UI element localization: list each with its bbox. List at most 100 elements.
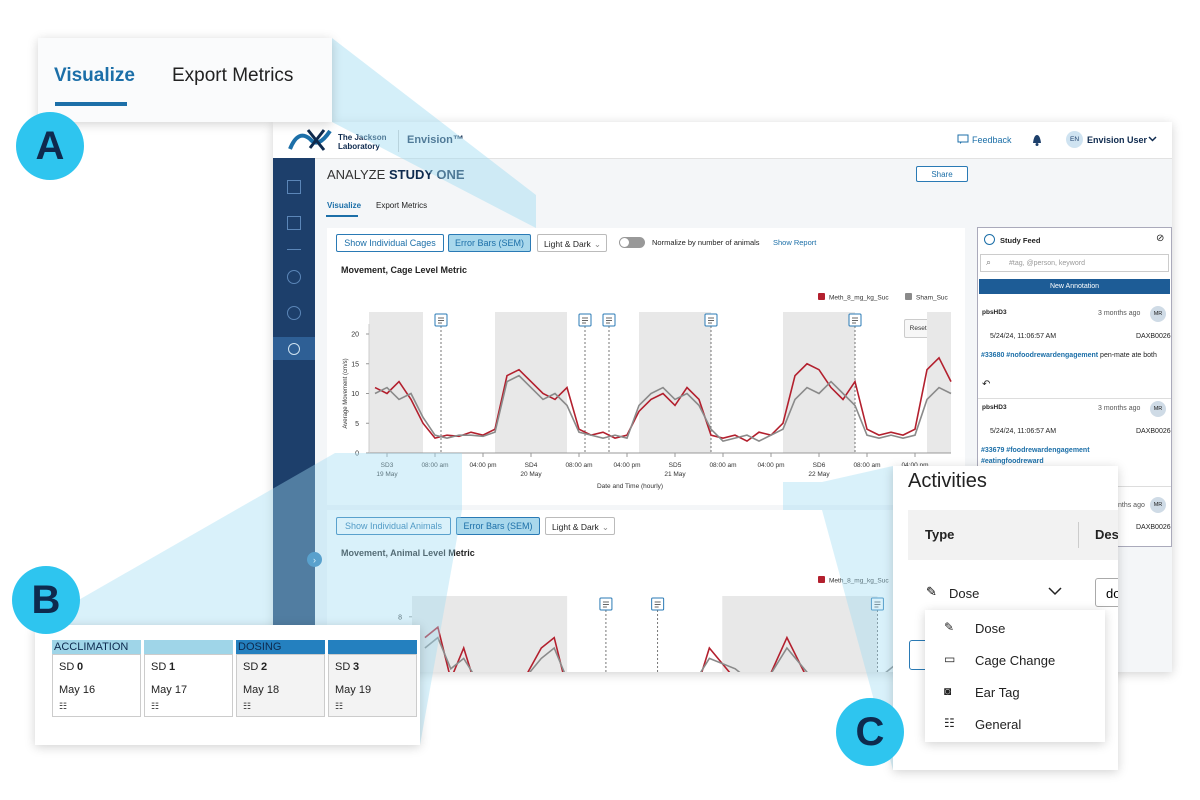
annotation-icon: [654, 601, 661, 608]
divider: [398, 130, 399, 152]
cage-chart: 0 5 10 15 20 SD3 08:00 am 04:00 pm SD4 08:00 am 04…: [343, 293, 952, 490]
post-body: #33679 #foodrewardengagement #eatingfood…: [981, 445, 1131, 467]
post-tags[interactable]: #33680 #nofoodrewardengagement: [981, 352, 1099, 359]
select-label: Light & Dark: [544, 239, 591, 249]
phase-label: DOSING: [238, 641, 282, 653]
day-number: 2: [261, 661, 268, 673]
app-header: [273, 122, 1172, 159]
nav-icon[interactable]: [287, 270, 301, 284]
phase-label: ACCLIMATION: [54, 641, 129, 653]
y-tick-label: 0: [355, 451, 359, 458]
wedge: [783, 466, 893, 770]
bell-icon[interactable]: [1031, 133, 1043, 146]
search-placeholder: #tag, @person, keyword: [1009, 260, 1085, 267]
day-date: May 18: [243, 684, 280, 696]
day-label: 20 May: [520, 471, 542, 478]
day-date: May 17: [151, 684, 188, 696]
nav-icon[interactable]: [287, 216, 301, 230]
x-tick-label: 04:00 pm: [757, 462, 784, 469]
callout-badge: C: [836, 698, 904, 766]
toggle-button[interactable]: Show Individual Cages: [336, 234, 444, 252]
dark-period: [639, 312, 711, 453]
callout-badge: B: [12, 566, 80, 634]
share-button[interactable]: Share: [916, 166, 968, 182]
nav-icon[interactable]: [287, 180, 301, 194]
nav-icon: [288, 343, 300, 355]
annotation-icon: [852, 317, 858, 324]
option[interactable]: Dose: [975, 621, 1006, 636]
reply-icon[interactable]: ↶: [982, 379, 991, 390]
day-label: 22 May: [808, 471, 830, 478]
report-link[interactable]: Show Report: [773, 238, 817, 247]
y-tick-label: 8: [398, 614, 402, 621]
column-header: Type: [925, 527, 955, 542]
phase-header: DOSING: [236, 640, 325, 654]
switch[interactable]: [619, 237, 645, 248]
x-tick-label: 04:00 pm: [613, 462, 640, 469]
option-icon: ▭: [944, 652, 956, 666]
type-value[interactable]: Dose: [949, 586, 980, 601]
hide-icon[interactable]: ⊘: [1156, 233, 1165, 244]
annotation-icon: [438, 317, 444, 324]
post-avatar: MR: [1150, 401, 1166, 417]
post-time: 3 months ago: [1098, 405, 1141, 412]
post-author: pbsHD3: [982, 309, 1007, 316]
day-date: May 16: [59, 684, 96, 696]
y-tick-label: 20: [351, 332, 359, 339]
toggle-button[interactable]: Error Bars (SEM): [456, 517, 540, 535]
toggle-button[interactable]: Error Bars (SEM): [448, 234, 531, 252]
nav-icon[interactable]: [287, 306, 301, 320]
annotation-icon: [602, 601, 609, 608]
annotation-icon: [874, 601, 881, 608]
user-menu[interactable]: Envision User: [1087, 135, 1148, 145]
day-icon: ☷: [243, 701, 252, 711]
study-name: STUDY ONE: [389, 167, 465, 182]
day-prefix: SD: [59, 661, 75, 673]
tab-underline: [326, 215, 358, 217]
day-cell: SD 1 May 17 ☷: [144, 654, 233, 717]
column-divider: [1078, 522, 1079, 548]
x-tick-label: 04:00 pm: [469, 462, 496, 469]
select[interactable]: Light & Dark ⌄: [537, 234, 607, 252]
select[interactable]: Light & Dark ⌄: [545, 517, 615, 535]
day-icon: ☷: [59, 701, 68, 711]
text-input[interactable]: do: [1095, 578, 1118, 607]
feed-title: Study Feed: [1000, 236, 1041, 245]
post-avatar: MR: [1150, 306, 1166, 322]
annotation-icon: [606, 317, 612, 324]
dark-period: [927, 312, 951, 453]
chevron: [1148, 136, 1157, 142]
option[interactable]: Cage Change: [975, 653, 1056, 668]
zoom-tab-active: Visualize: [54, 65, 135, 86]
post-tags[interactable]: #33679 #foodrewardengagement #eatingfood…: [981, 447, 1090, 466]
day-number: 0: [77, 661, 84, 673]
y-tick-label: 15: [351, 361, 359, 368]
legend-swatch: [905, 293, 912, 300]
day-label: 21 May: [664, 471, 686, 478]
sidebar: [273, 158, 315, 672]
expand-button[interactable]: ›: [307, 552, 322, 567]
zoom-tab-underline: [55, 102, 127, 106]
x-tick-label: SD6: [813, 462, 826, 469]
x-tick-label: 04:00 pm: [901, 462, 928, 469]
toggle-button[interactable]: Show Individual Animals: [336, 517, 451, 535]
day-label: 19 May: [376, 471, 398, 478]
table-header: [908, 510, 1118, 560]
new-annotation-button[interactable]: New Annotation: [979, 279, 1170, 294]
legend-swatch: [818, 293, 825, 300]
chevron[interactable]: [1048, 587, 1062, 596]
tab[interactable]: Export Metrics: [376, 201, 428, 210]
dark-period: [369, 312, 423, 453]
option[interactable]: Ear Tag: [975, 685, 1020, 700]
y-tick-label: 5: [355, 421, 359, 428]
tab-active[interactable]: Visualize: [327, 201, 362, 210]
search-box[interactable]: ⌕ #tag, @person, keyword: [980, 254, 1169, 272]
post-cage: DAXB0026: [1136, 333, 1171, 340]
post-avatar: MR: [1150, 497, 1166, 513]
option[interactable]: General: [975, 717, 1022, 732]
feedback-link[interactable]: Feedback: [972, 135, 1012, 145]
option-icon: ☷: [944, 716, 955, 730]
day-cell: SD 3 May 19 ☷: [328, 654, 417, 717]
post-body: #33680 #nofoodrewardengagement pen-mate …: [981, 350, 1169, 361]
day-prefix: SD: [151, 661, 167, 673]
